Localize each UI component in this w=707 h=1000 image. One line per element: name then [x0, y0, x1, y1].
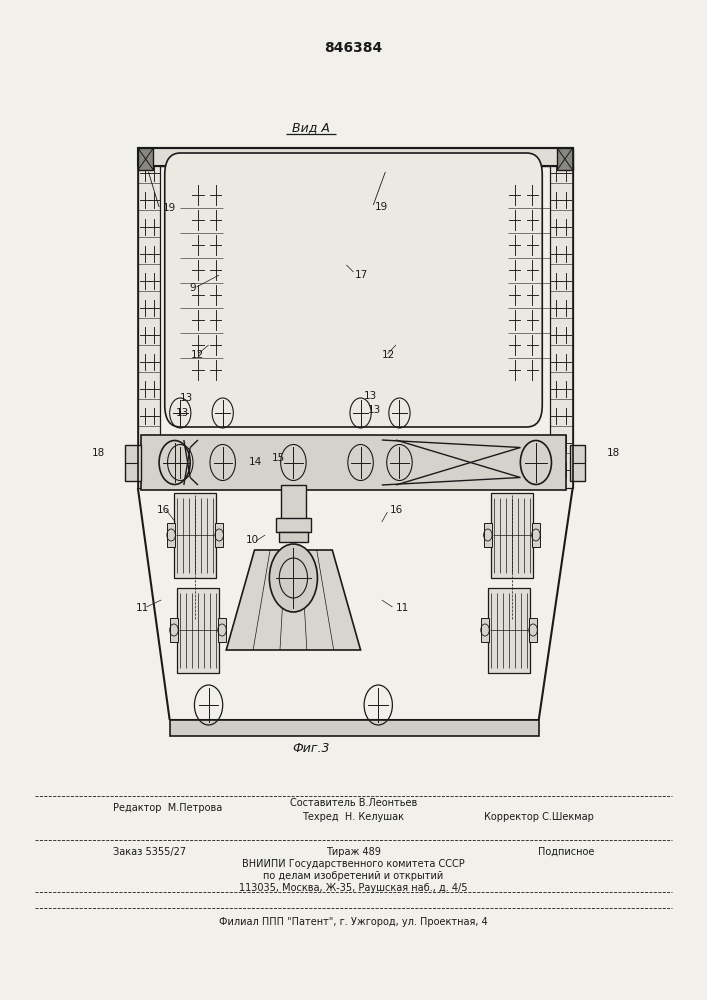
Bar: [276, 518, 311, 532]
Bar: [484, 523, 492, 547]
Text: 19: 19: [163, 203, 176, 213]
Text: Фиг.3: Фиг.3: [292, 742, 330, 754]
Text: 11: 11: [396, 603, 409, 613]
FancyBboxPatch shape: [165, 153, 542, 427]
Text: Тираж 489: Тираж 489: [326, 847, 381, 857]
Text: Филиал ППП "Патент", г. Ужгород, ул. Проектная, 4: Филиал ППП "Патент", г. Ужгород, ул. Про…: [219, 917, 488, 927]
Bar: [557, 148, 573, 170]
Bar: [529, 618, 537, 642]
Text: Корректор С.Шекмар: Корректор С.Шекмар: [484, 812, 594, 822]
Bar: [170, 618, 178, 642]
Text: Вид А: Вид А: [292, 121, 330, 134]
Bar: [532, 523, 540, 547]
Text: 13: 13: [180, 393, 194, 403]
Polygon shape: [226, 550, 361, 650]
Bar: [141, 435, 566, 490]
Bar: [167, 523, 175, 547]
Text: 12: 12: [382, 350, 395, 360]
Bar: [218, 618, 226, 642]
Text: 11: 11: [136, 603, 149, 613]
Text: Заказ 5355/27: Заказ 5355/27: [113, 847, 186, 857]
Text: 13: 13: [364, 391, 378, 401]
Text: 15: 15: [272, 453, 286, 463]
Text: Техред  Н. Келушак: Техред Н. Келушак: [303, 812, 404, 822]
Bar: [138, 148, 573, 166]
Text: Редактор  М.Петрова: Редактор М.Петрова: [113, 803, 223, 813]
Text: 14: 14: [249, 457, 262, 467]
Text: Составитель В.Леонтьев: Составитель В.Леонтьев: [290, 798, 417, 808]
Bar: [491, 493, 533, 578]
Text: 17: 17: [355, 270, 368, 280]
Bar: [174, 493, 216, 578]
Bar: [170, 720, 539, 736]
Bar: [570, 444, 585, 481]
Circle shape: [269, 544, 317, 612]
Text: 18: 18: [607, 448, 620, 458]
Text: 18: 18: [91, 448, 105, 458]
Bar: [481, 618, 489, 642]
Text: Подписное: Подписное: [537, 847, 594, 857]
Text: по делам изобретений и открытий: по делам изобретений и открытий: [264, 871, 443, 881]
Bar: [279, 532, 308, 542]
Bar: [138, 148, 153, 170]
Text: 10: 10: [245, 535, 259, 545]
Text: 13: 13: [368, 405, 381, 415]
Text: 13: 13: [175, 408, 189, 418]
Bar: [125, 444, 141, 481]
Bar: [177, 587, 219, 672]
Bar: [215, 523, 223, 547]
Text: 9: 9: [189, 283, 196, 293]
Bar: [550, 166, 573, 488]
Text: 113035, Москва, Ж-35, Раушская наб., д. 4/5: 113035, Москва, Ж-35, Раушская наб., д. …: [239, 883, 468, 893]
Bar: [138, 166, 160, 488]
Bar: [281, 485, 306, 525]
Text: 16: 16: [390, 505, 404, 515]
Text: 12: 12: [191, 350, 204, 360]
Text: ВНИИПИ Государственного комитета СССР: ВНИИПИ Государственного комитета СССР: [242, 859, 465, 869]
Text: 846384: 846384: [325, 41, 382, 55]
Bar: [488, 587, 530, 672]
Text: 19: 19: [375, 202, 388, 212]
Text: 16: 16: [157, 505, 170, 515]
